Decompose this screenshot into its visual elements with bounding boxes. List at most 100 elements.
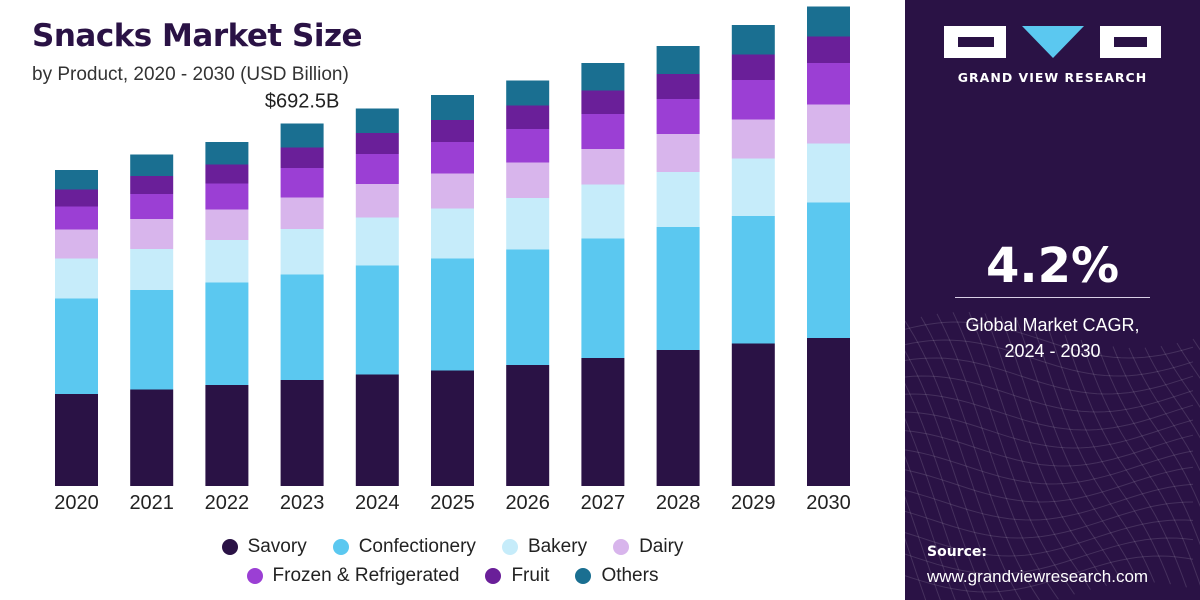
decorative-wave-grid: [905, 311, 1200, 600]
legend-swatch-confectionery: [332, 539, 349, 555]
cagr-label-line-2: 2024 - 2030: [1004, 341, 1101, 361]
cagr-divider: [955, 297, 1150, 298]
bar-segment-savory-2026: [506, 365, 550, 486]
bar-segment-others-2026: [506, 80, 550, 106]
bar-segment-dairy-2028: [656, 134, 700, 172]
bar-segment-savory-2029: [731, 343, 775, 486]
bar-segment-fruit-2021: [130, 176, 174, 194]
bar-segment-frozen-refrigerated-2022: [205, 183, 249, 210]
bar-segment-fruit-2026: [506, 105, 550, 129]
bar-segment-others-2027: [581, 63, 625, 91]
legend-item-confectionery: Confectionery: [332, 536, 476, 558]
x-tick-label-2030: 2030: [806, 492, 851, 514]
bar-segment-frozen-refrigerated-2030: [807, 63, 850, 105]
bar-segment-frozen-refrigerated-2027: [581, 114, 625, 149]
bar-segment-savory-2024: [355, 374, 399, 486]
bar-segment-confectionery-2021: [130, 290, 174, 390]
bar-segment-dairy-2025: [431, 173, 474, 209]
legend-item-frozen-refrigerated: Frozen & Refrigerated: [246, 565, 460, 587]
bar-segment-savory-2022: [205, 385, 249, 486]
legend-swatch-frozen-refrigerated: [246, 568, 263, 584]
legend-item-dairy: Dairy: [613, 536, 683, 558]
legend-label-savory: Savory: [247, 536, 307, 557]
bar-segment-others-2023: [280, 123, 324, 148]
bar-segment-bakery-2023: [280, 229, 324, 275]
bar-segment-fruit-2024: [355, 133, 399, 154]
bar-segment-bakery-2020: [55, 258, 98, 299]
cagr-label: Global Market CAGR, 2024 - 2030: [905, 312, 1200, 364]
bar-segment-frozen-refrigerated-2023: [280, 168, 324, 198]
bar-segment-dairy-2029: [731, 119, 775, 159]
bar-segment-dairy-2026: [506, 162, 550, 198]
x-tick-label-2026: 2026: [505, 492, 550, 514]
bar-segment-others-2024: [355, 108, 399, 133]
bar-segment-others-2020: [55, 170, 98, 190]
bar-segment-fruit-2025: [431, 120, 474, 142]
x-tick-label-2025: 2025: [430, 492, 475, 514]
bar-segment-confectionery-2028: [656, 227, 700, 350]
legend-swatch-others: [575, 568, 592, 584]
x-tick-label-2024: 2024: [355, 492, 400, 514]
bar-segment-dairy-2022: [205, 209, 249, 240]
bar-segment-frozen-refrigerated-2026: [506, 129, 550, 163]
legend-item-others: Others: [575, 565, 658, 587]
chart-subtitle: by Product, 2020 - 2030 (USD Billion): [32, 64, 349, 85]
bar-segment-savory-2023: [280, 380, 324, 486]
x-tick-label-2022: 2022: [205, 492, 250, 514]
grand-view-research-logo: [944, 26, 1161, 58]
data-label-2023: $692.5B: [265, 91, 340, 113]
legend-swatch-savory: [221, 539, 238, 555]
bar-segment-savory-2027: [581, 358, 625, 486]
x-tick-label-2029: 2029: [731, 492, 776, 514]
bar-segment-frozen-refrigerated-2024: [355, 154, 399, 184]
legend-label-frozen-refrigerated: Frozen & Refrigerated: [272, 565, 460, 586]
stacked-bar-chart: 2020 2021 2022 2023 2024 2025 2026 2027 2028 2029…: [54, 6, 851, 514]
side-panel: GRAND VIEW RESEARCH 4.2% Global Market C…: [905, 0, 1200, 600]
bar-segment-frozen-refrigerated-2029: [731, 80, 775, 120]
bar-segment-bakery-2029: [731, 158, 775, 216]
x-tick-label-2028: 2028: [656, 492, 701, 514]
bar-segment-dairy-2030: [807, 104, 850, 144]
bar-segment-savory-2021: [130, 389, 174, 486]
bar-segment-dairy-2020: [55, 229, 98, 259]
bar-segment-dairy-2023: [280, 197, 324, 229]
bar-segment-frozen-refrigerated-2025: [431, 142, 474, 174]
legend-label-confectionery: Confectionery: [358, 536, 476, 557]
bar-segment-confectionery-2024: [355, 265, 399, 375]
legend-label-bakery: Bakery: [527, 536, 588, 557]
x-tick-label-2021: 2021: [129, 492, 174, 514]
bar-segment-others-2021: [130, 154, 174, 176]
legend-label-fruit: Fruit: [511, 565, 550, 586]
bar-segment-confectionery-2020: [55, 298, 98, 394]
legend-row-2: Frozen & Refrigerated Fruit Others: [0, 565, 905, 587]
bar-segment-bakery-2026: [506, 198, 550, 250]
source-link[interactable]: www.grandviewresearch.com: [927, 567, 1149, 586]
bar-segment-confectionery-2022: [205, 282, 249, 385]
legend-label-dairy: Dairy: [639, 536, 684, 557]
bar-segment-bakery-2025: [431, 208, 474, 259]
bar-segment-fruit-2023: [280, 147, 324, 168]
bar-segment-dairy-2024: [355, 184, 399, 218]
x-tick-label-2023: 2023: [280, 492, 325, 514]
legend-item-bakery: Bakery: [501, 536, 588, 558]
bar-segment-fruit-2030: [807, 36, 850, 63]
bar-segment-fruit-2020: [55, 189, 98, 207]
bar-segment-savory-2025: [431, 370, 474, 486]
bar-segment-bakery-2022: [205, 240, 249, 283]
cagr-label-line-1: Global Market CAGR,: [965, 315, 1140, 335]
bar-segment-confectionery-2027: [581, 238, 625, 358]
bar-segment-fruit-2022: [205, 164, 249, 184]
legend-label-others: Others: [601, 565, 659, 586]
x-tick-label-2020: 2020: [54, 492, 99, 514]
bar-segment-fruit-2028: [656, 74, 700, 99]
bar-segment-fruit-2027: [581, 90, 625, 114]
bar-segment-savory-2020: [55, 394, 98, 486]
bar-segment-others-2022: [205, 142, 249, 165]
bar-segment-confectionery-2030: [807, 202, 850, 338]
bar-segment-others-2029: [731, 25, 775, 55]
legend-swatch-fruit: [485, 568, 502, 584]
bar-segment-others-2030: [807, 6, 850, 37]
legend-item-fruit: Fruit: [485, 565, 549, 587]
bar-segment-bakery-2028: [656, 172, 700, 227]
bar-segment-frozen-refrigerated-2021: [130, 194, 174, 219]
